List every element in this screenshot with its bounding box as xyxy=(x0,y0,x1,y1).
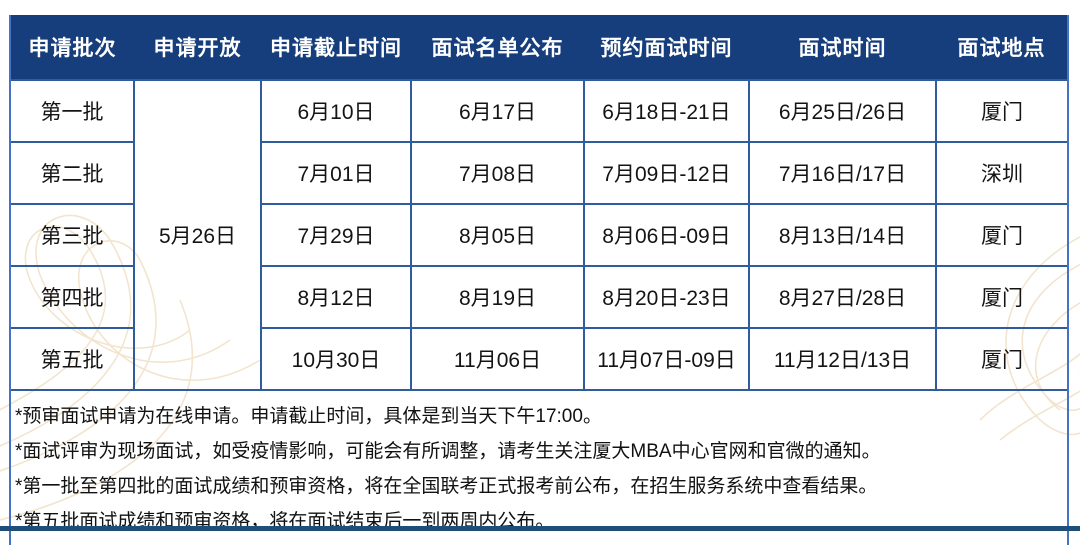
cell-booking: 7月09日-12日 xyxy=(583,141,750,205)
table-header-row: 申请批次 申请开放 申请截止时间 面试名单公布 预约面试时间 面试时间 面试地点 xyxy=(11,15,1067,80)
col-header-interview-location: 面试地点 xyxy=(936,15,1067,80)
footnotes-section: *预审面试申请为在线申请。申请截止时间，具体是到当天下午17:00。 *面试评审… xyxy=(11,391,1067,545)
cell-list-publish: 8月19日 xyxy=(410,265,585,329)
cell-interview: 11月12日/13日 xyxy=(748,327,937,391)
cell-location: 厦门 xyxy=(935,327,1067,391)
col-header-application-open: 申请开放 xyxy=(134,15,261,80)
cell-location: 厦门 xyxy=(935,79,1067,143)
cell-location: 深圳 xyxy=(935,141,1067,205)
cell-interview: 8月27日/28日 xyxy=(748,265,937,329)
footnote-online-application: *预审面试申请为在线申请。申请截止时间，具体是到当天下午17:00。 xyxy=(15,406,602,427)
cell-deadline: 10月30日 xyxy=(260,327,412,391)
cell-interview: 8月13日/14日 xyxy=(748,203,937,267)
cell-interview: 6月25日/26日 xyxy=(748,79,937,143)
cell-booking: 8月20日-23日 xyxy=(583,265,750,329)
bottom-divider xyxy=(0,526,1080,531)
cell-list-publish: 8月05日 xyxy=(410,203,585,267)
cell-batch: 第五批 xyxy=(11,327,135,391)
cell-booking: 8月06日-09日 xyxy=(583,203,750,267)
cell-location: 厦门 xyxy=(935,265,1067,329)
footnote-batches-1-4-results: *第一批至第四批的面试成绩和预审资格，将在全国联考正式报考前公布，在招生服务系统… xyxy=(15,476,878,497)
col-header-application-batch: 申请批次 xyxy=(11,15,134,80)
schedule-frame: 申请批次 申请开放 申请截止时间 面试名单公布 预约面试时间 面试时间 面试地点… xyxy=(9,15,1069,545)
footnote-onsite-interview: *面试评审为现场面试，如受疫情影响，可能会有所调整，请考生关注厦大MBA中心官网… xyxy=(15,441,881,462)
table-row-batch-2: 第二批 7月01日 7月08日 7月09日-12日 7月16日/17日 深圳 xyxy=(11,141,1067,205)
table-row-batch-1: 第一批 5月26日 6月10日 6月17日 6月18日-21日 6月25日/26… xyxy=(11,79,1067,391)
cell-list-publish: 6月17日 xyxy=(410,79,585,143)
col-header-interview-list-publish: 面试名单公布 xyxy=(411,15,584,80)
cell-batch: 第二批 xyxy=(11,141,135,205)
interview-schedule-table: 申请批次 申请开放 申请截止时间 面试名单公布 预约面试时间 面试时间 面试地点… xyxy=(11,15,1067,391)
cell-deadline: 8月12日 xyxy=(260,265,412,329)
cell-batch: 第一批 xyxy=(11,79,135,143)
cell-list-publish: 11月06日 xyxy=(410,327,585,391)
footnote-batch-5-results: *第五批面试成绩和预审资格，将在面试结束后一到两周内公布。 xyxy=(15,511,555,532)
cell-batch: 第四批 xyxy=(11,265,135,329)
cell-booking: 11月07日-09日 xyxy=(583,327,750,391)
cell-list-publish: 7月08日 xyxy=(410,141,585,205)
col-header-interview-booking-time: 预约面试时间 xyxy=(584,15,749,80)
col-header-application-deadline: 申请截止时间 xyxy=(261,15,411,80)
cell-application-open-date: 5月26日 xyxy=(133,79,262,391)
cell-deadline: 7月29日 xyxy=(260,203,412,267)
cell-batch: 第三批 xyxy=(11,203,135,267)
cell-deadline: 7月01日 xyxy=(260,141,412,205)
col-header-interview-time: 面试时间 xyxy=(749,15,936,80)
cell-interview: 7月16日/17日 xyxy=(748,141,937,205)
cell-deadline: 6月10日 xyxy=(260,79,412,143)
cell-booking: 6月18日-21日 xyxy=(583,79,750,143)
cell-location: 厦门 xyxy=(935,203,1067,267)
